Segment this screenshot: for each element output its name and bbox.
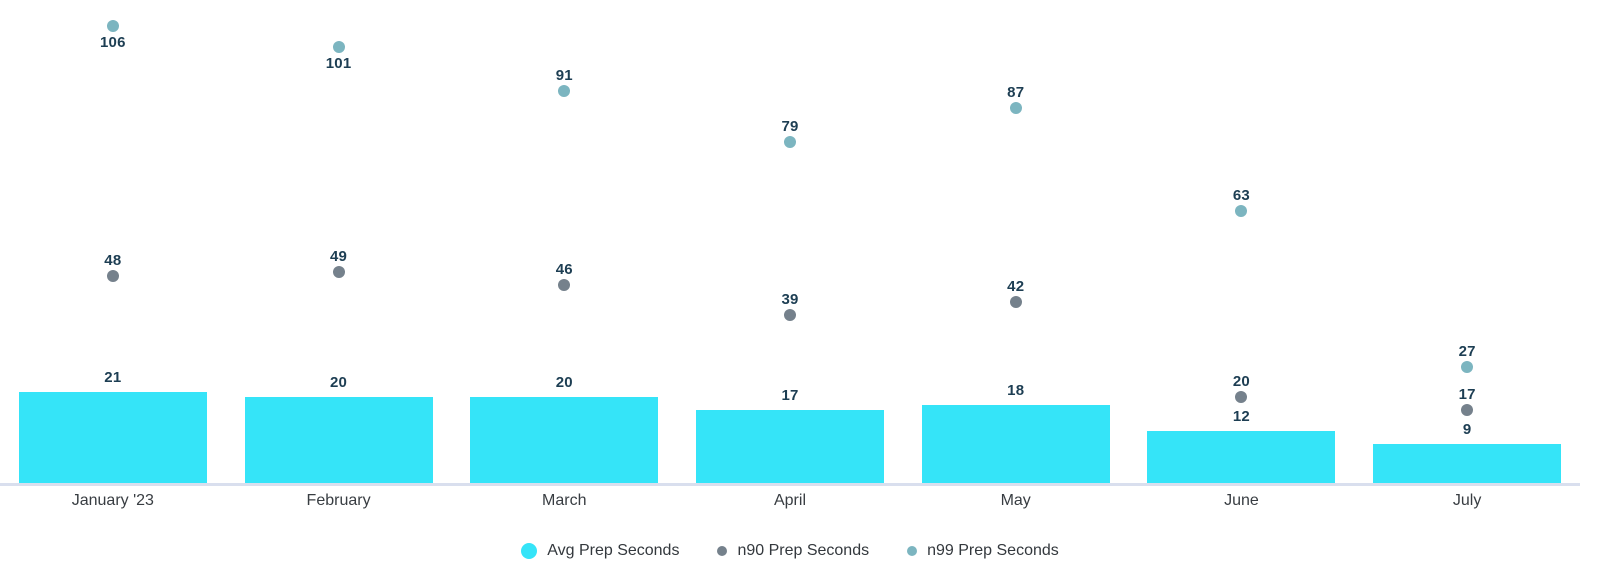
n99-dot-february[interactable] [332, 41, 345, 54]
legend-n99-circle-icon [907, 546, 918, 556]
n99-value-label: 101 [325, 55, 352, 73]
n90-dot-january-23[interactable] [106, 270, 119, 282]
n90-dot-may[interactable] [1009, 295, 1022, 308]
n99-value-label: 91 [555, 66, 573, 84]
n99-dot-june[interactable] [1235, 205, 1248, 218]
legend-item-avg-prep-seconds[interactable]: Avg Prep Seconds [521, 541, 679, 561]
bar-value-label: 20 [330, 373, 348, 391]
n99-dot-may[interactable] [1009, 101, 1022, 114]
n99-dot-january-23[interactable] [106, 19, 119, 32]
n90-dot-june[interactable] [1235, 390, 1248, 403]
x-axis-label-june: June [1224, 492, 1259, 509]
legend-label-avg: Avg Prep Seconds [547, 542, 680, 559]
x-axis-label-may: May [1000, 492, 1031, 509]
bar-january-23[interactable] [18, 392, 207, 483]
n99-value-label: 27 [1458, 342, 1476, 360]
x-axis-label-january-23: January '23 [71, 492, 154, 509]
bar-july[interactable] [1373, 444, 1562, 483]
x-axis-label-march: March [542, 492, 587, 509]
n90-value-label: 42 [1007, 277, 1025, 295]
x-axis-line [0, 483, 1580, 486]
n90-dot-march[interactable] [558, 278, 571, 291]
x-axis-label-february: February [306, 492, 371, 509]
n99-value-label: 63 [1232, 187, 1250, 205]
n90-dot-april[interactable] [784, 308, 796, 321]
bar-march[interactable] [470, 396, 659, 483]
n90-value-label: 48 [104, 252, 122, 269]
bar-february[interactable] [244, 396, 433, 483]
legend-item-n90-prep-seconds[interactable]: n90 Prep Seconds [717, 541, 869, 561]
n99-dot-april[interactable] [784, 136, 796, 149]
n99-dot-july[interactable] [1461, 360, 1474, 373]
x-axis-label-july: July [1452, 492, 1482, 509]
chart-legend: Avg Prep Seconds n90 Prep Seconds n99 Pr… [0, 537, 1580, 565]
bar-may[interactable] [921, 405, 1110, 483]
legend-n90-circle-icon [717, 546, 728, 556]
n90-value-label: 20 [1232, 372, 1250, 390]
plot-area: 21 48 106 20 49 101 20 46 91 17 39 79 18 42 87 12 20 63 9 1… [0, 19, 1580, 486]
n90-value-label: 39 [781, 290, 799, 308]
n99-dot-march[interactable] [558, 84, 571, 97]
bar-value-label: 9 [1462, 421, 1472, 439]
legend-label-n99: n99 Prep Seconds [927, 542, 1059, 559]
n99-value-label: 79 [781, 118, 799, 136]
legend-label-n90: n90 Prep Seconds [737, 542, 870, 559]
bar-value-label: 21 [104, 369, 122, 387]
n90-dot-july[interactable] [1461, 403, 1474, 416]
bar-value-label: 17 [781, 386, 799, 404]
legend-item-n99-prep-seconds[interactable]: n99 Prep Seconds [907, 541, 1059, 561]
bar-value-label: 18 [1007, 382, 1025, 400]
bar-june[interactable] [1147, 431, 1336, 483]
n99-value-label: 106 [100, 33, 126, 51]
n99-value-label: 87 [1007, 83, 1025, 101]
bar-value-label: 12 [1232, 408, 1250, 426]
bar-value-label: 20 [555, 373, 573, 391]
legend-avg-circle-icon [521, 543, 538, 559]
n90-value-label: 46 [555, 260, 573, 278]
x-axis-label-april: April [773, 492, 806, 509]
n90-value-label: 17 [1458, 385, 1476, 403]
n90-value-label: 49 [330, 247, 348, 265]
n90-dot-february[interactable] [332, 265, 345, 278]
bar-april[interactable] [696, 409, 884, 483]
